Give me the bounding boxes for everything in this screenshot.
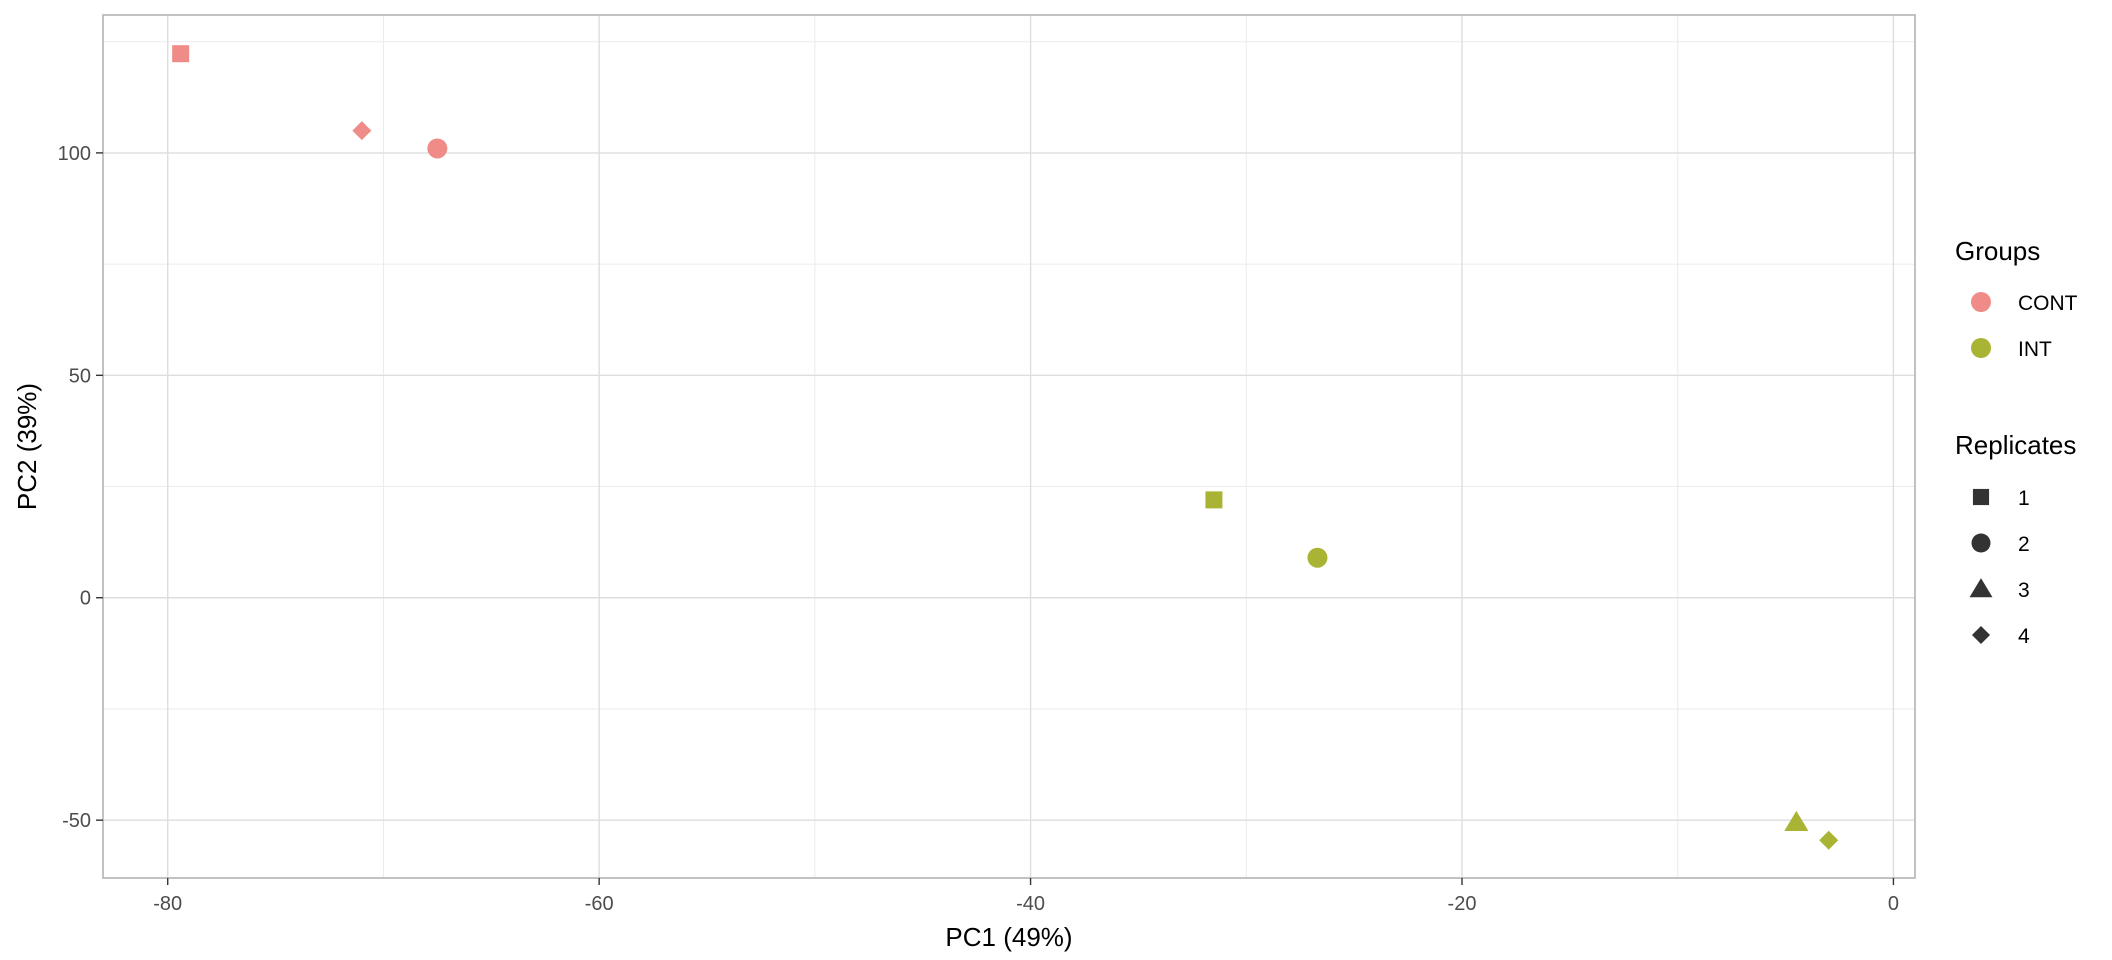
y-tick-label: 0 (80, 588, 91, 610)
y-tick-label: 100 (58, 143, 91, 165)
legend-label-group: INT (2018, 338, 2052, 361)
legend-label-replicate: 2 (2018, 533, 2030, 556)
y-axis-title: PC2 (39%) (12, 383, 42, 510)
x-tick-label: -20 (1448, 893, 1477, 915)
plot-panel-border (102, 14, 1916, 879)
legend-label-replicate: 3 (2018, 579, 2030, 602)
data-point-int-rep1 (1205, 491, 1223, 509)
data-points (172, 45, 1839, 850)
legend-replicates-title: Replicates (1955, 430, 2076, 460)
data-point-int-rep4 (1819, 830, 1839, 850)
y-tick-label: -50 (62, 810, 91, 832)
data-point-cont-rep2 (427, 138, 448, 159)
data-point-cont-rep4 (352, 121, 372, 141)
grid-lines (103, 15, 1915, 878)
x-tick-label: -40 (1016, 893, 1045, 915)
axis-ticks: -80 -60 -40 -20 0 -50 0 50 100 (58, 143, 1899, 915)
data-point-int-rep2 (1307, 547, 1328, 568)
legend-label-replicate: 1 (2018, 487, 2030, 510)
legend-key-replicate-3 (1969, 578, 1993, 598)
data-point-cont-rep1 (172, 45, 190, 63)
x-tick-label: 0 (1888, 893, 1899, 915)
legend: Groups Replicates CONT INT 1 2 3 4 (1955, 236, 2078, 648)
x-axis-title: PC1 (49%) (945, 922, 1072, 952)
legend-key-replicate-1 (1972, 488, 1990, 506)
legend-key-replicate-4 (1971, 625, 1991, 645)
x-tick-label: -60 (585, 893, 614, 915)
legend-key-group-int (1971, 338, 1991, 358)
data-point-int-rep3 (1784, 810, 1809, 832)
x-tick-label: -80 (153, 893, 182, 915)
legend-label-replicate: 4 (2018, 625, 2030, 648)
legend-label-group: CONT (2018, 292, 2078, 315)
legend-groups-title: Groups (1955, 236, 2040, 266)
legend-key-replicate-2 (1971, 533, 1991, 553)
y-tick-label: 50 (69, 365, 91, 387)
legend-key-group-cont (1971, 292, 1991, 312)
